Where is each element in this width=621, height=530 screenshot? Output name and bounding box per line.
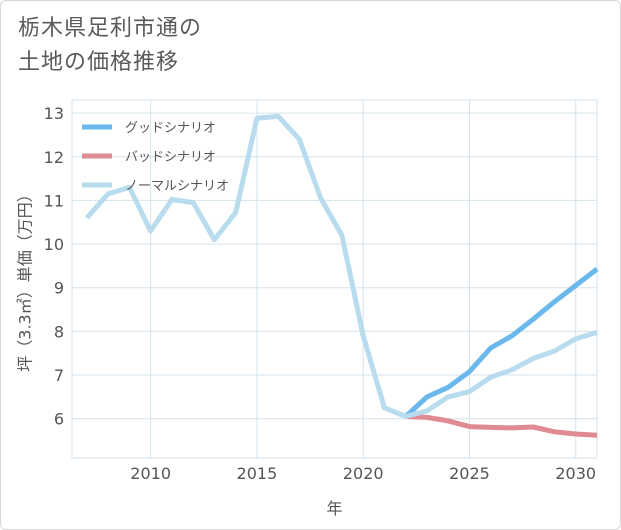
y-tick-label: 10 xyxy=(44,235,64,254)
y-tick-label: 7 xyxy=(54,366,64,385)
legend-normal: ノーマルシナリオ xyxy=(82,179,229,194)
tick-labels: 6 7 8 9 10 11 12 13 2010 2015 2020 2025 2030 xyxy=(44,104,596,483)
normal-scenario-line xyxy=(85,113,598,419)
good-scenario-line xyxy=(404,267,599,419)
legend-label: グッドシナリオ xyxy=(125,121,216,136)
legend-label: ノーマルシナリオ xyxy=(125,179,229,194)
legend-label: バッドシナリオ xyxy=(125,150,216,165)
grid-lines xyxy=(71,99,598,459)
y-tick-label: 11 xyxy=(44,191,64,210)
chart-title: 栃木県足利市通の 土地の価格推移 xyxy=(18,16,203,75)
y-tick-label: 8 xyxy=(54,322,64,341)
y-tick-label: 13 xyxy=(44,104,64,123)
y-tick-label: 12 xyxy=(44,148,64,167)
x-tick-label: 2015 xyxy=(237,464,278,483)
bad-scenario-line xyxy=(405,414,598,438)
y-axis-label: 坪（3.3㎡）単価（万円） xyxy=(16,186,35,371)
legend-bad: バッドシナリオ xyxy=(82,150,216,165)
legend-good: グッドシナリオ xyxy=(82,121,216,136)
x-tick-label: 2010 xyxy=(130,464,171,483)
y-tick-label: 9 xyxy=(54,279,64,298)
plot-area-border xyxy=(71,99,598,459)
x-tick-label: 2025 xyxy=(449,464,490,483)
series-lines xyxy=(85,113,599,438)
x-axis-label: 年 xyxy=(326,499,342,518)
x-tick-label: 2020 xyxy=(343,464,384,483)
x-tick-label: 2030 xyxy=(555,464,596,483)
y-tick-label: 6 xyxy=(54,410,64,429)
